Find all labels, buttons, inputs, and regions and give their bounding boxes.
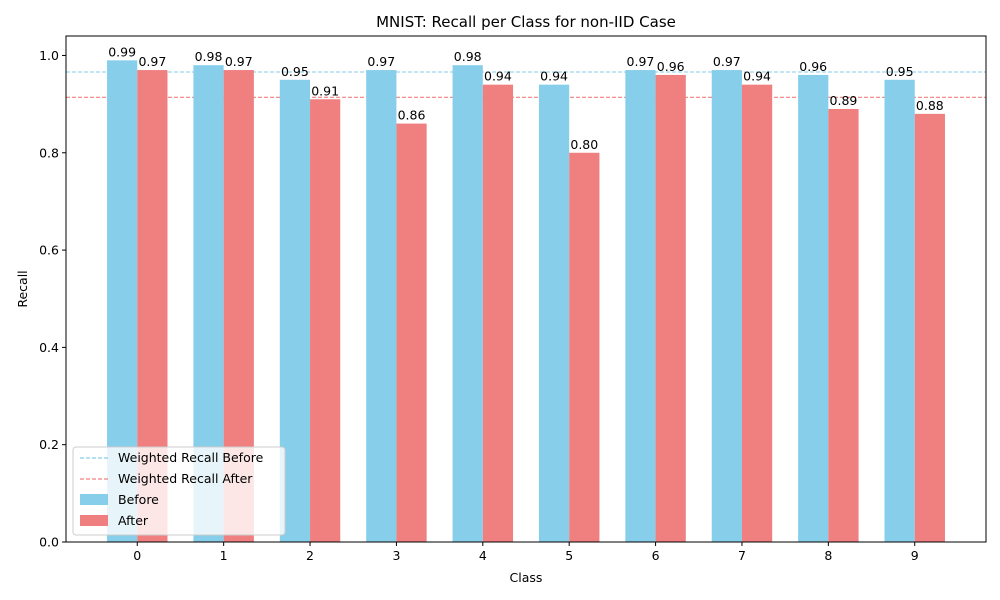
x-tick-label: 8 [824, 548, 832, 563]
data-label-before-class-5: 0.94 [540, 69, 568, 84]
data-label-before-class-2: 0.95 [281, 64, 309, 79]
x-tick-label: 2 [306, 548, 314, 563]
bar-after-class-5 [569, 152, 600, 542]
chart-title: MNIST: Recall per Class for non-IID Case [376, 13, 676, 31]
bar-before-class-6 [625, 70, 656, 543]
data-label-before-class-6: 0.97 [627, 54, 655, 69]
plot-frame [65, 35, 987, 543]
legend-label-before: Before [118, 492, 159, 507]
bar-before-class-8 [798, 74, 829, 542]
y-tick-label: 1.0 [39, 48, 59, 63]
x-tick-label: 0 [133, 548, 141, 563]
x-axis-label: Class [510, 570, 543, 585]
bar-after-class-3 [396, 123, 427, 543]
data-label-before-class-4: 0.98 [454, 49, 482, 64]
data-label-before-class-3: 0.97 [367, 54, 395, 69]
data-label-after-class-9: 0.88 [916, 98, 944, 113]
y-tick-label: 0.8 [39, 145, 59, 160]
y-tick-label: 0.2 [39, 437, 59, 452]
legend-label-weighted-recall-before: Weighted Recall Before [118, 450, 264, 465]
x-tick-label: 9 [911, 548, 919, 563]
y-tick-label: 0.4 [39, 340, 59, 355]
bar-before-class-4 [452, 65, 483, 542]
legend: Weighted Recall Before Weighted Recall A… [72, 446, 286, 536]
legend-label-weighted-recall-after: Weighted Recall After [118, 471, 253, 486]
bar-before-class-3 [366, 70, 397, 543]
x-axis-ticks: 0 1 2 3 4 5 6 7 8 9 [133, 542, 919, 563]
data-label-after-class-1: 0.97 [225, 54, 253, 69]
x-tick-label: 3 [392, 548, 400, 563]
data-label-before-class-8: 0.96 [799, 59, 827, 74]
legend-label-after: After [118, 513, 149, 528]
x-tick-label: 7 [738, 548, 746, 563]
bar-after-class-4 [482, 84, 514, 543]
data-label-before-class-9: 0.95 [886, 64, 914, 79]
bar-after-class-8 [828, 108, 859, 542]
bar-after-class-6 [655, 74, 686, 542]
legend-swatch-before [80, 494, 108, 505]
x-tick-label: 6 [652, 548, 660, 563]
data-label-after-class-5: 0.80 [570, 137, 598, 152]
bar-labels: 0.99 0.980.950.97 0.980.940.97 0.97 0.96 0.95… [108, 44, 944, 151]
bar-after-class-7 [741, 84, 773, 543]
y-tick-label: 0.6 [39, 243, 59, 258]
bar-after-class-9 [914, 113, 945, 542]
y-axis-ticks: 0.0 0.2 0.4 0.6 0.8 1.0 [39, 48, 66, 550]
data-label-after-class-0: 0.97 [138, 54, 166, 69]
bar-before-class-7 [711, 70, 742, 543]
legend-box [72, 446, 286, 536]
legend-swatch-after [80, 515, 108, 526]
y-tick-label: 0.0 [39, 535, 59, 550]
data-label-before-class-7: 0.97 [713, 54, 741, 69]
bar-before-class-9 [884, 79, 915, 543]
bar-after-class-2 [310, 99, 341, 542]
data-label-after-class-7: 0.94 [743, 69, 771, 84]
data-label-before-class-0: 0.99 [108, 44, 136, 59]
bar-before-class-5 [538, 84, 570, 543]
data-label-after-class-2: 0.91 [311, 83, 339, 98]
data-label-after-class-6: 0.96 [657, 59, 685, 74]
x-tick-label: 1 [220, 548, 228, 563]
data-label-before-class-1: 0.98 [195, 49, 223, 64]
data-label-after-class-8: 0.89 [830, 93, 858, 108]
data-label-after-class-4: 0.94 [484, 69, 512, 84]
x-tick-label: 5 [565, 548, 573, 563]
y-axis-label: Recall [15, 270, 30, 307]
data-label-after-class-3: 0.86 [398, 108, 426, 123]
x-tick-label: 4 [479, 548, 487, 563]
